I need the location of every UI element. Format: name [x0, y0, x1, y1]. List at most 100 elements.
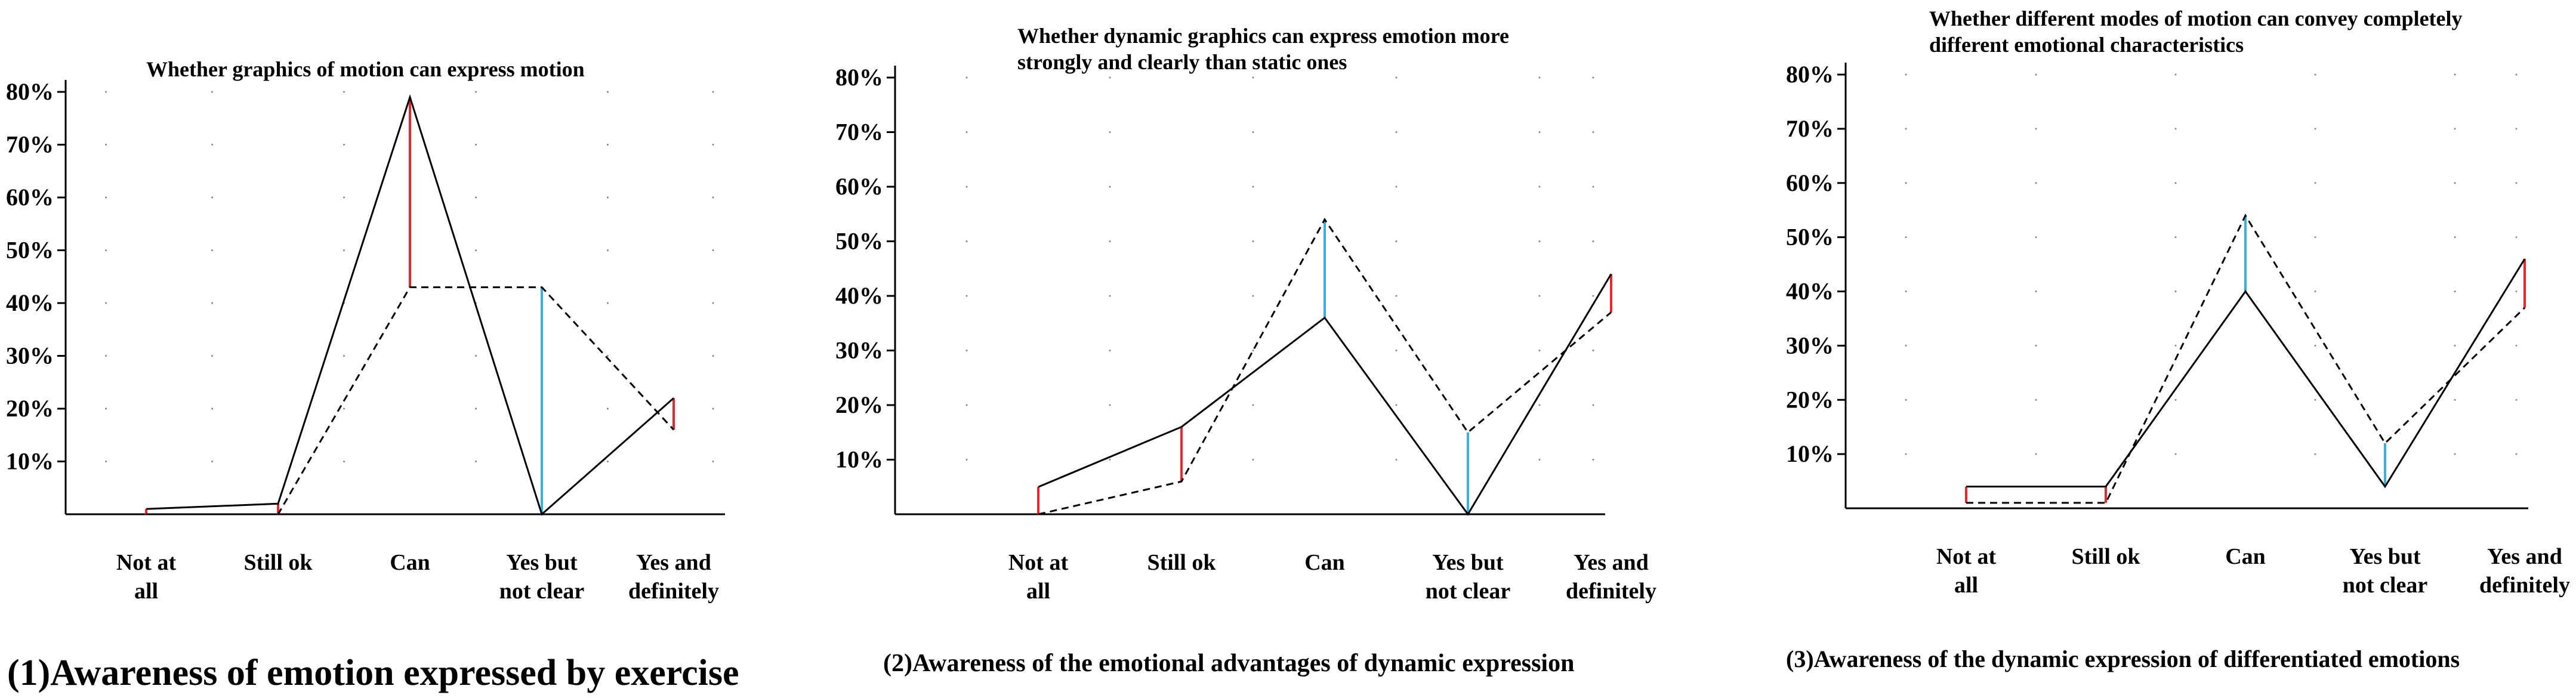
grid-dot [2515, 128, 2518, 130]
grid-dot [1538, 131, 1541, 133]
category-label: Yes and definitely [1566, 550, 1656, 604]
grid-dot [1538, 404, 1541, 406]
grid-dot [1395, 459, 1397, 461]
grid-dot [475, 196, 477, 199]
chart-title: Whether dynamic graphics can express emo… [1017, 24, 1509, 74]
grid-dot [105, 355, 107, 357]
grid-dot [1252, 350, 1254, 351]
grid-dot [712, 249, 714, 251]
category-label: Still ok [1147, 550, 1216, 575]
category-label-line: Yes and [636, 550, 711, 575]
grid-dot [211, 144, 213, 146]
series-line-solid [1966, 258, 2526, 489]
grid-dot [712, 91, 714, 93]
grid-dot [2314, 291, 2316, 292]
grid-dot [712, 196, 714, 199]
grid-dot [2174, 128, 2177, 130]
grid-dot [712, 144, 714, 146]
grid-dot [1109, 76, 1111, 79]
grid-dot [2515, 73, 2518, 76]
grid-dot [105, 196, 107, 199]
y-tick-label: 70% [1786, 115, 1834, 142]
y-tick-label: 40% [1786, 278, 1834, 305]
grid-dot [1109, 459, 1111, 461]
y-tick-label: 80% [835, 64, 883, 91]
grid-dot [1905, 453, 1907, 455]
grid-dot [965, 186, 968, 188]
category-label-line: Not at [1936, 544, 1997, 569]
grid-dot [1109, 295, 1111, 297]
grid-dot [1592, 240, 1594, 242]
y-tick-label: 50% [6, 237, 54, 264]
grid-dot [2314, 399, 2316, 401]
category-label: Still ok [2071, 544, 2140, 569]
y-tick-label: 80% [6, 78, 54, 105]
grid-dot [2515, 399, 2518, 401]
grid-dot [105, 249, 107, 251]
grid-dot [2314, 73, 2316, 76]
grid-dot [2515, 291, 2518, 292]
category-label-line: Still ok [2071, 544, 2140, 569]
grid-dot [2174, 344, 2177, 347]
grid-dot [1252, 186, 1254, 188]
category-label-line: Not at [1008, 550, 1069, 575]
grid-dot [1905, 236, 1907, 239]
grid-dot [1592, 76, 1594, 79]
grid-dot [1252, 459, 1254, 461]
grid-dot [475, 144, 477, 146]
category-label: Can [390, 550, 430, 575]
grid-dot [1252, 404, 1254, 406]
y-tick-label: 60% [1786, 169, 1834, 196]
grid-dot [105, 302, 107, 304]
grid-dot [343, 144, 345, 146]
grid-dot [1395, 76, 1397, 79]
grid-dot [1109, 350, 1111, 351]
grid-dot [2454, 236, 2456, 239]
category-label-line: Can [2225, 544, 2266, 569]
category-label-line: Can [390, 550, 430, 575]
chart-title-line: Whether different modes of motion can co… [1929, 7, 2463, 30]
grid-dot [1395, 240, 1397, 242]
grid-dot [2314, 128, 2316, 130]
grid-dot [211, 196, 213, 199]
grid-dot [1592, 459, 1594, 461]
y-tick-label: 20% [835, 391, 883, 418]
y-tick-label: 20% [1786, 386, 1834, 413]
y-tick-label: 60% [6, 184, 54, 211]
grid-dot [607, 144, 609, 146]
grid-dot [1395, 131, 1397, 133]
grid-dot [1252, 131, 1254, 133]
grid-dot [1538, 459, 1541, 461]
grid-dot [1905, 73, 1907, 76]
grid-dot [2035, 453, 2037, 455]
grid-dot [1905, 399, 1907, 401]
grid-dot [1252, 295, 1254, 297]
grid-dot [2314, 344, 2316, 347]
grid-dot [2174, 73, 2177, 76]
y-tick-label: 30% [835, 337, 883, 364]
y-tick-label: 10% [1786, 440, 1834, 467]
category-label-line: Yes and [2487, 544, 2562, 569]
grid-dot [2174, 453, 2177, 455]
category-label: Yes but not clear [499, 550, 585, 604]
grid-dot [712, 302, 714, 304]
grid-dot [1538, 186, 1541, 188]
grid-dot [2035, 291, 2037, 292]
grid-dot [2515, 453, 2518, 455]
y-tick-label: 50% [1786, 224, 1834, 251]
grid-dot [1905, 344, 1907, 347]
grid-dot [2454, 291, 2456, 292]
grid-dot [2174, 236, 2177, 239]
grid-dot [1252, 76, 1254, 79]
grid-dot [1592, 186, 1594, 188]
grid-dot [343, 249, 345, 251]
grid-dot [343, 461, 345, 462]
series-line-solid [1038, 273, 1612, 516]
grid-dot [1109, 131, 1111, 133]
grid-dot [475, 249, 477, 251]
grid-dot [1395, 404, 1397, 406]
grid-dot [1905, 182, 1907, 184]
grid-dot [965, 76, 968, 79]
grid-dot [105, 407, 107, 410]
